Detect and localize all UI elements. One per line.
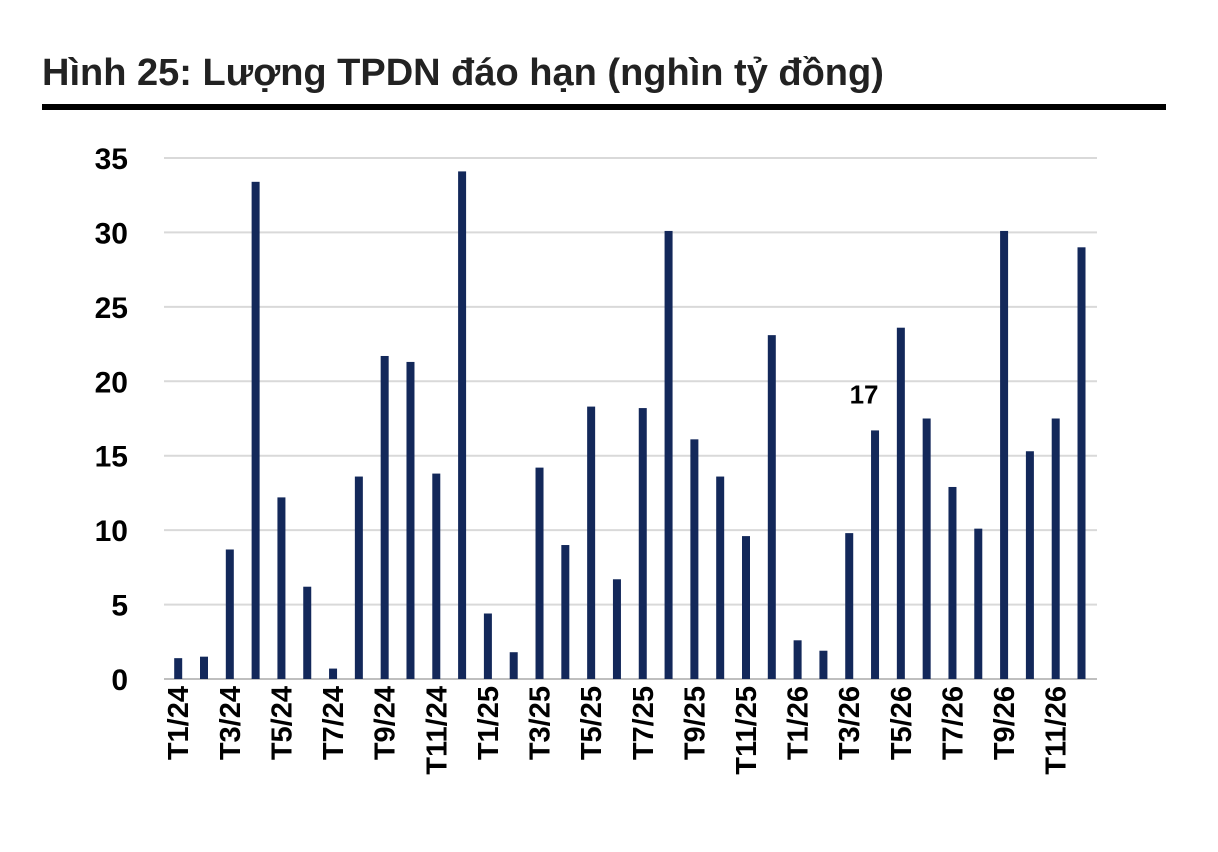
y-tick-label: 0 [111, 664, 128, 697]
x-tick-label: T3/26 [834, 686, 866, 760]
y-tick-label: 30 [95, 217, 128, 250]
x-tick-label: T7/26 [937, 686, 969, 760]
x-tick-label: T11/26 [1041, 686, 1073, 775]
y-tick-label: 10 [95, 515, 128, 548]
x-tick-label: T7/25 [628, 686, 660, 760]
bar [380, 355, 389, 679]
y-tick-label: 25 [95, 292, 128, 325]
x-tick-label: T1/25 [473, 686, 505, 760]
bar [535, 467, 544, 679]
x-tick-label: T3/24 [215, 686, 247, 760]
bar [1000, 230, 1009, 679]
x-tick-label: T9/25 [679, 686, 711, 760]
bar [329, 668, 338, 679]
x-tick-label: T1/24 [163, 686, 195, 760]
y-axis-ticks: 0 5 10 15 20 25 30 35 [95, 143, 128, 697]
bar [225, 549, 234, 679]
bar [174, 658, 183, 679]
x-tick-label: T11/24 [421, 686, 453, 775]
bar [509, 652, 518, 679]
data-label: 17 [850, 379, 879, 409]
bar [664, 230, 673, 679]
bar [871, 430, 880, 679]
bar [922, 418, 931, 679]
x-tick-label: T9/24 [370, 686, 402, 760]
bar [432, 473, 441, 679]
y-tick-label: 20 [95, 366, 128, 399]
x-tick-label: T7/24 [318, 686, 350, 760]
x-tick-label: T5/24 [266, 686, 298, 760]
y-tick-label: 5 [111, 590, 128, 623]
bar [638, 408, 647, 679]
bar [483, 613, 492, 679]
x-tick-label: T3/25 [525, 686, 557, 760]
bar [458, 171, 467, 679]
bar [1051, 418, 1060, 679]
x-axis-ticks: T1/24 T3/24 T5/24 T7/24 T9/24 T11/24 T1/25 T3/2… [163, 686, 1073, 775]
x-tick-label: T1/26 [783, 686, 815, 760]
bar [587, 406, 596, 679]
bar [948, 486, 957, 679]
bar [406, 361, 415, 679]
bar [1077, 247, 1086, 679]
bar [1025, 451, 1034, 679]
x-tick-label: T9/26 [989, 686, 1021, 760]
bar [200, 656, 208, 679]
bar [974, 528, 983, 679]
bar [845, 533, 854, 679]
bar [251, 181, 260, 679]
data-labels: 17 [850, 379, 879, 409]
bar [303, 586, 312, 679]
x-tick-label: T11/25 [731, 686, 763, 775]
y-tick-label: 15 [95, 441, 128, 474]
gridlines [164, 157, 1097, 680]
bar [793, 640, 802, 679]
bar [561, 545, 570, 679]
bar [612, 579, 621, 679]
bars [174, 171, 1086, 679]
chart-title: Hình 25: Lượng TPDN đáo hạn (nghìn tỷ đồ… [42, 52, 884, 94]
bar [896, 327, 905, 679]
bar [277, 497, 286, 679]
bar [819, 650, 828, 679]
y-tick-label: 35 [95, 143, 128, 176]
title-underline [42, 104, 1166, 110]
x-tick-label: T5/25 [576, 686, 608, 760]
bar [742, 536, 750, 679]
bar [767, 335, 776, 679]
bar [354, 476, 363, 679]
bar [690, 439, 699, 679]
bar [716, 476, 725, 679]
x-tick-label: T5/26 [886, 686, 918, 760]
